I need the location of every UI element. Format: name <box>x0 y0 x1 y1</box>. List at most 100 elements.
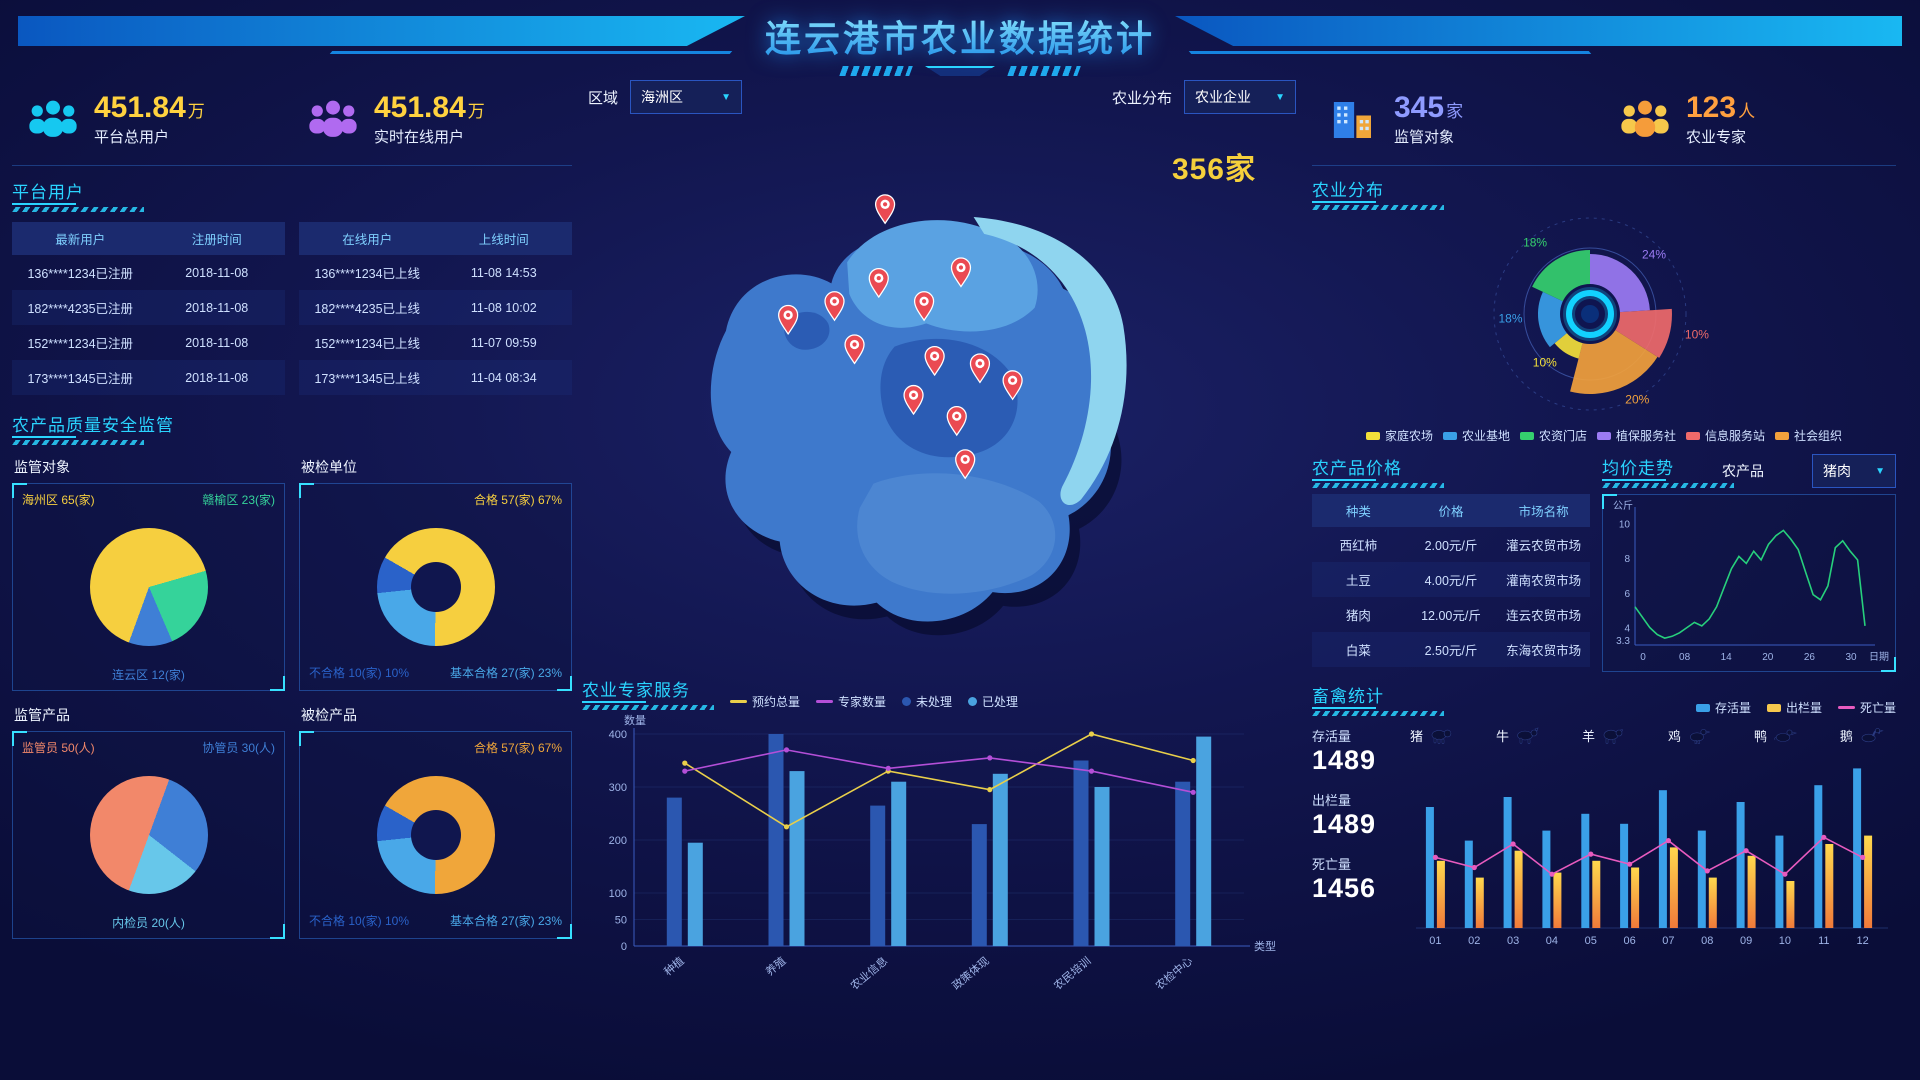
bar[interactable] <box>1620 823 1629 928</box>
bar[interactable] <box>1514 850 1523 928</box>
bar[interactable] <box>1658 790 1667 928</box>
bar[interactable] <box>1436 860 1445 928</box>
bar[interactable] <box>666 797 682 946</box>
bar[interactable] <box>1775 835 1784 928</box>
city-map[interactable] <box>592 120 1292 668</box>
map-marker[interactable] <box>913 291 935 322</box>
bar[interactable] <box>687 842 703 946</box>
svg-text:14: 14 <box>1721 652 1733 663</box>
bar[interactable] <box>1475 877 1484 928</box>
bar[interactable] <box>789 771 805 946</box>
svg-text:10%: 10% <box>1685 327 1709 341</box>
legend-item[interactable]: 存活量 <box>1695 699 1751 716</box>
supervision-products-pie[interactable]: 监管员 50(人) 协管员 30(人) 内检员 20(人) <box>12 731 285 939</box>
inspected-units-donut[interactable]: 合格 57(家) 67% 基本合格 27(家) 23% 不合格 10(家) 10% <box>299 483 572 691</box>
table-row: 182****4235已上线 11-08 10:02 <box>299 290 572 325</box>
map-marker[interactable] <box>969 353 991 384</box>
header: 连云港市农业数据统计 <box>0 0 1920 76</box>
map-marker[interactable] <box>778 304 799 336</box>
agri-distribution-rose-chart[interactable]: 24% 10% 20% 10% 18% 18% <box>1324 210 1884 422</box>
svg-text:0: 0 <box>1640 652 1646 663</box>
bar[interactable] <box>870 805 886 946</box>
distribution-select[interactable]: 农业企业 ▼ <box>1184 80 1296 114</box>
map-marker[interactable] <box>874 194 896 225</box>
bar[interactable] <box>1825 844 1834 928</box>
pie-disk[interactable] <box>89 776 208 894</box>
bar[interactable] <box>1425 807 1434 928</box>
pie-disk[interactable] <box>89 528 208 646</box>
map-marker[interactable] <box>868 267 889 299</box>
map-marker[interactable] <box>844 334 865 365</box>
bar[interactable] <box>1175 781 1191 946</box>
legend-item[interactable]: 植保服务社 <box>1597 427 1676 444</box>
bar[interactable] <box>768 734 784 946</box>
map-marker[interactable] <box>955 449 976 480</box>
stat-label: 监管对象 <box>1394 129 1455 147</box>
bar[interactable] <box>971 824 987 946</box>
bar[interactable] <box>1747 855 1756 928</box>
price-table-section: 农产品价格 种类 价格 市场名称 西红柿 2.00元/斤 灌云农贸市场 土豆 4.00元/斤灌… <box>1312 454 1590 672</box>
legend-item[interactable]: 家庭农场 <box>1365 427 1433 444</box>
bar[interactable] <box>1631 867 1640 929</box>
pie-disk[interactable] <box>376 528 495 646</box>
legend-item[interactable]: 信息服务站 <box>1686 427 1765 444</box>
map-marker[interactable] <box>903 384 924 416</box>
bar[interactable] <box>1196 736 1212 946</box>
bar[interactable] <box>1094 787 1110 946</box>
livestock-stat-value: 1456 <box>1312 873 1377 903</box>
bar[interactable] <box>891 781 907 946</box>
bar[interactable] <box>1464 840 1473 928</box>
district-north[interactable] <box>847 220 1038 332</box>
map-marker[interactable] <box>946 406 967 437</box>
legend-item[interactable]: 死亡量 <box>1837 699 1896 716</box>
section-title-supervision: 农产品质量安全监管 <box>12 411 174 445</box>
bar[interactable] <box>1786 881 1795 928</box>
center-panel: 区域 海洲区 ▼ 农业分布 农业企业 ▼ 356家 <box>582 74 1302 1074</box>
svg-text:10: 10 <box>1779 935 1791 947</box>
svg-text:04: 04 <box>1546 935 1558 947</box>
coastline[interactable] <box>973 216 1127 506</box>
bar[interactable] <box>1864 835 1873 928</box>
map-marker[interactable] <box>924 345 945 377</box>
bar[interactable] <box>1073 760 1089 947</box>
map-marker[interactable] <box>950 257 972 288</box>
bar[interactable] <box>1736 802 1745 928</box>
bar[interactable] <box>1503 797 1512 928</box>
bar[interactable] <box>1592 860 1601 928</box>
map-marker[interactable] <box>824 291 845 322</box>
product-select[interactable]: 猪肉 ▼ <box>1812 454 1896 488</box>
bar[interactable] <box>1853 768 1862 928</box>
map-marker[interactable] <box>1002 370 1023 401</box>
bar[interactable] <box>1814 785 1823 928</box>
legend-label: 家庭农场 <box>1384 429 1433 443</box>
bar[interactable] <box>992 773 1008 947</box>
district-south[interactable] <box>857 473 1056 594</box>
supervision-objects-pie[interactable]: 海州区 65(家) 赣榆区 23(家) 连云区 12(家) <box>12 483 285 691</box>
legend-item[interactable]: 预约总量 <box>730 693 800 710</box>
legend-item[interactable]: 社会组织 <box>1775 427 1842 444</box>
bar[interactable] <box>1553 872 1562 928</box>
legend-item[interactable]: 农业基地 <box>1442 427 1510 444</box>
chevron-down-icon: ▼ <box>1275 91 1285 103</box>
inspected-products-donut[interactable]: 合格 57(家) 67% 基本合格 27(家) 23% 不合格 10(家) 10% <box>299 731 572 939</box>
legend-swatch <box>1686 431 1701 440</box>
bar[interactable] <box>1708 877 1717 928</box>
bar[interactable] <box>1669 847 1678 928</box>
legend-item[interactable]: 专家数量 <box>816 693 886 710</box>
legend-item[interactable]: 已处理 <box>968 693 1018 710</box>
legend-item[interactable]: 未处理 <box>902 693 952 710</box>
pie-disk[interactable] <box>376 776 495 894</box>
region-select[interactable]: 海洲区 ▼ <box>630 80 743 114</box>
legend-item[interactable]: 出栏量 <box>1766 699 1822 716</box>
bar[interactable] <box>1542 830 1551 928</box>
bar[interactable] <box>1581 813 1590 928</box>
chevron-down-icon: ▼ <box>721 91 732 103</box>
legend-item[interactable]: 农资门店 <box>1519 427 1587 444</box>
bar[interactable] <box>1697 830 1706 928</box>
animal-chicken: 鸡 <box>1668 726 1712 745</box>
livestock-chart[interactable]: 01 02 03 04 05 06 07 08 09 10 11 12 <box>1406 750 1888 950</box>
table-row: 152****1234已注册 2018-11-08 <box>27 335 249 352</box>
legend-label: 植保服务社 <box>1616 429 1677 443</box>
